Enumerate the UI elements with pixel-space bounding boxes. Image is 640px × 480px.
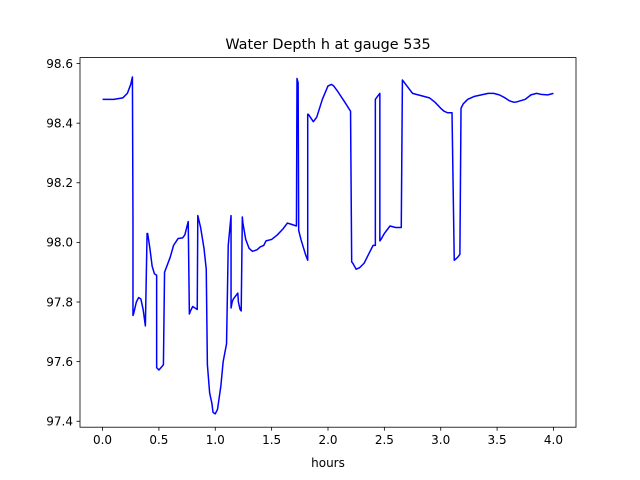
x-axis: 0.0 0.5 1.0 1.5 2.0 2.5 3.0 3.5 4.0: [93, 427, 563, 447]
x-axis-label: hours: [311, 456, 345, 470]
y-tick-label: 98.2: [46, 176, 73, 190]
series-line: [102, 76, 554, 415]
axes-frame: [79, 57, 577, 428]
y-tick-label: 97.8: [46, 295, 73, 309]
y-tick-label: 98.0: [46, 236, 73, 250]
x-tick-label: 2.0: [318, 433, 337, 447]
x-tick-label: 1.0: [206, 433, 225, 447]
x-tick-label: 0.0: [93, 433, 112, 447]
x-tick-label: 4.0: [544, 433, 563, 447]
y-tick-label: 97.4: [46, 415, 73, 429]
x-tick-label: 0.5: [149, 433, 168, 447]
x-tick-label: 3.5: [488, 433, 507, 447]
chart-title: Water Depth h at gauge 535: [225, 37, 430, 53]
y-tick-label: 98.6: [46, 57, 73, 71]
x-tick-label: 3.0: [431, 433, 450, 447]
y-tick-label: 98.4: [46, 116, 73, 130]
y-axis: 97.4 97.6 97.8 98.0 98.2 98.4 98.6: [46, 57, 80, 429]
x-tick-label: 2.5: [375, 433, 394, 447]
x-tick-label: 1.5: [262, 433, 281, 447]
y-tick-label: 97.6: [46, 355, 73, 369]
plot-area: [79, 57, 577, 428]
